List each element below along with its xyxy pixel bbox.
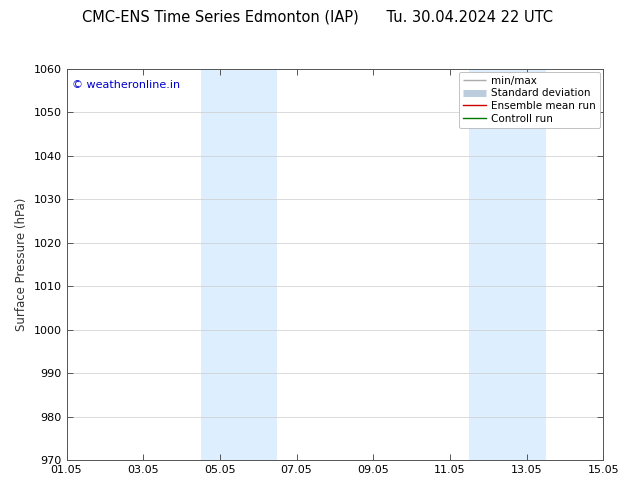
Bar bbox=[201, 69, 277, 460]
Y-axis label: Surface Pressure (hPa): Surface Pressure (hPa) bbox=[15, 197, 28, 331]
Legend: min/max, Standard deviation, Ensemble mean run, Controll run: min/max, Standard deviation, Ensemble me… bbox=[459, 72, 600, 128]
Bar bbox=[469, 69, 546, 460]
Text: CMC-ENS Time Series Edmonton (IAP)      Tu. 30.04.2024 22 UTC: CMC-ENS Time Series Edmonton (IAP) Tu. 3… bbox=[82, 10, 552, 25]
Text: © weatheronline.in: © weatheronline.in bbox=[72, 80, 180, 90]
